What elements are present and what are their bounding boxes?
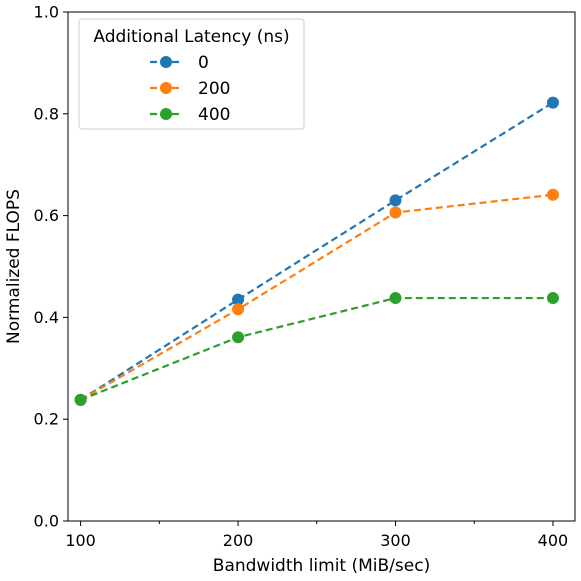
data-point-400-200 — [232, 331, 245, 344]
legend-label-200: 200 — [198, 79, 230, 99]
plot-frame — [67, 11, 576, 522]
legend-box — [78, 18, 305, 130]
legend-title: Additional Latency (ns) — [93, 27, 289, 47]
data-point-200-400 — [546, 188, 559, 201]
y-axis-label: Normalized FLOPS — [4, 189, 24, 344]
data-point-200-300 — [389, 206, 402, 219]
legend-marker-400 — [160, 108, 172, 120]
y-tick-label: 0.6 — [34, 206, 59, 225]
axes-layer: 0.0 0.2 0.4 0.6 0.8 1.0 100 200 300 400 Bandwidth … — [4, 3, 576, 576]
x-tick-label: 100 — [65, 531, 96, 550]
legend-marker-0 — [160, 56, 172, 68]
series-line-200 — [80, 193, 554, 401]
legend-label-0: 0 — [198, 53, 209, 73]
plot-layer — [74, 96, 559, 406]
data-point-400-100 — [74, 393, 87, 406]
series-line-0 — [80, 101, 554, 401]
data-point-400-300 — [389, 292, 402, 305]
y-tick-label: 0.4 — [34, 308, 59, 327]
y-tick-label: 1.0 — [34, 3, 59, 22]
x-tick-label: 300 — [380, 531, 411, 550]
legend-label-400: 400 — [198, 105, 230, 125]
data-point-0-300 — [389, 194, 402, 207]
y-tick-label: 0.2 — [34, 410, 59, 429]
legend: Additional Latency (ns) 0 200 400 — [78, 18, 305, 130]
data-point-200-200 — [232, 303, 245, 316]
data-point-0-400 — [546, 96, 559, 109]
data-point-0-200 — [232, 293, 245, 306]
legend-marker-200 — [160, 82, 172, 94]
x-axis-label: Bandwidth limit (MiB/sec) — [213, 556, 430, 576]
y-tick-label: 0.0 — [34, 512, 59, 531]
x-tick-label: 400 — [538, 531, 569, 550]
data-point-400-400 — [546, 292, 559, 305]
y-tick-label: 0.8 — [34, 104, 59, 123]
series-line-400 — [80, 296, 553, 401]
x-tick-label: 200 — [223, 531, 254, 550]
